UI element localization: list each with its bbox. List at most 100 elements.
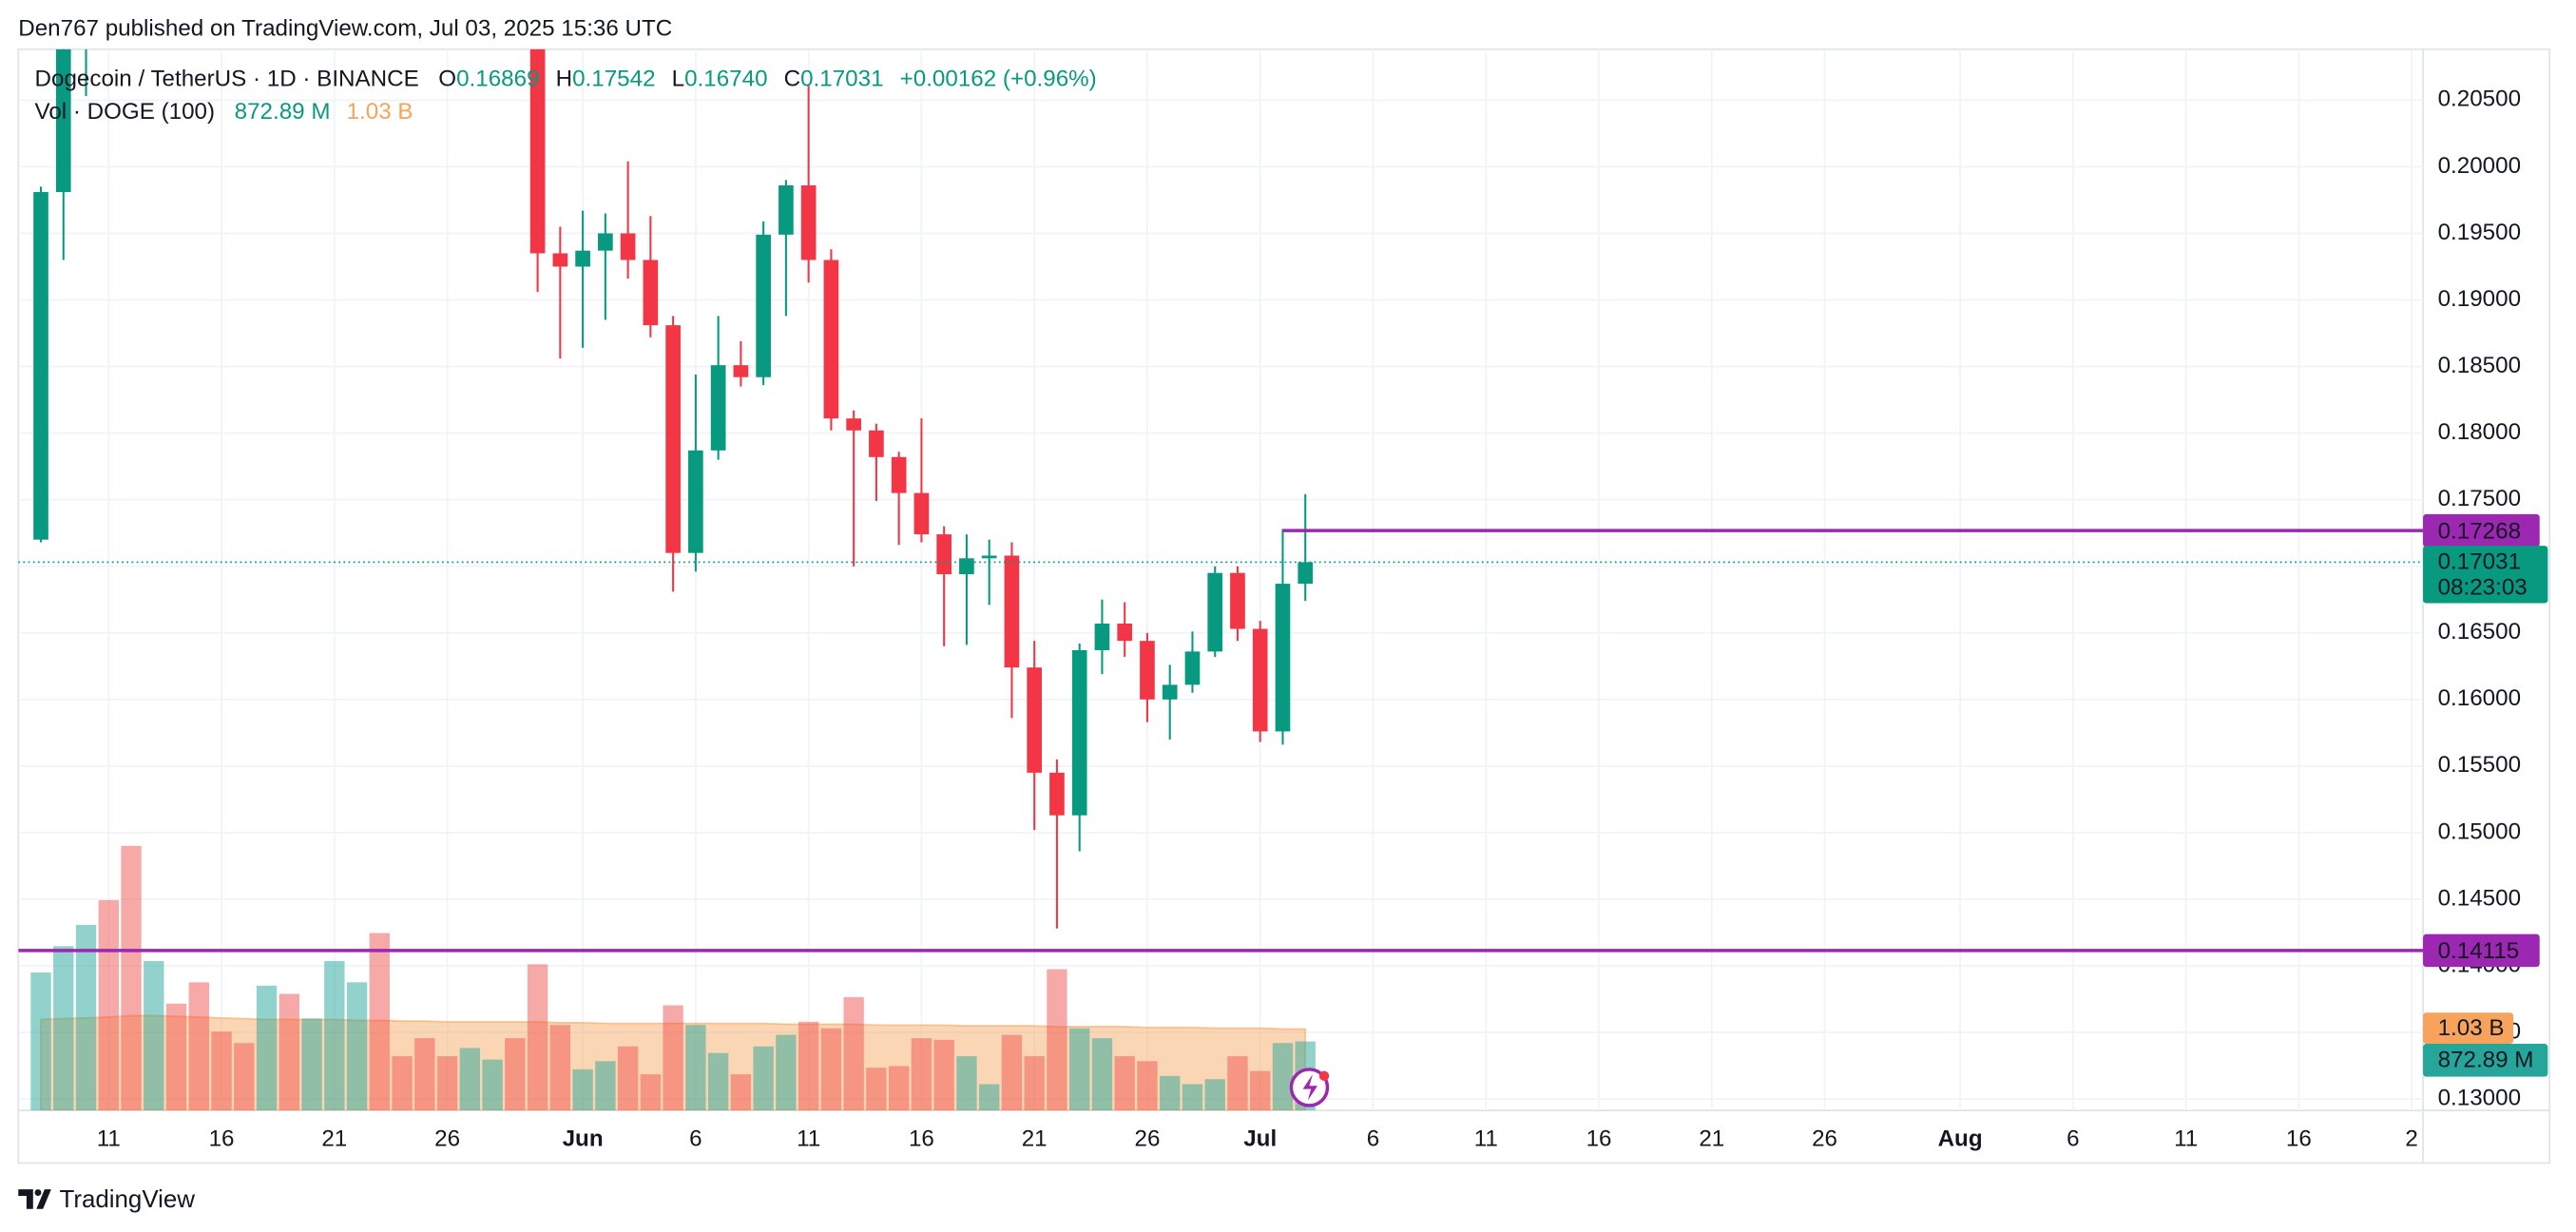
candle-body — [575, 250, 590, 267]
x-tick-label: 16 — [909, 1126, 934, 1152]
y-tick-label: 0.20000 — [2438, 153, 2521, 179]
candle-body — [869, 430, 884, 457]
candle-body — [1117, 623, 1133, 642]
volume-bar — [30, 972, 51, 1111]
volume-bar — [234, 1043, 255, 1111]
x-tick-label: 21 — [1022, 1126, 1048, 1152]
x-tick-label: 2 — [2405, 1126, 2417, 1152]
y-tick-label: 0.14500 — [2438, 885, 2521, 911]
legend-value: 0.17542 — [572, 67, 655, 92]
candle-body — [981, 555, 997, 559]
volume-bar — [1047, 969, 1067, 1111]
volume-bar — [843, 996, 864, 1111]
volume-bar — [956, 1056, 977, 1111]
candle-body — [1094, 623, 1110, 650]
published-note: Den767 published on TradingView.com, Jul… — [18, 15, 672, 41]
volume-bar — [820, 1028, 842, 1111]
candle-body — [936, 534, 952, 575]
price-tag-label: 0.14115 — [2438, 938, 2520, 964]
candle-body — [1071, 649, 1087, 816]
candle-body — [846, 418, 861, 431]
volume-tag-label: 872.89 M — [2438, 1048, 2534, 1073]
candle-body — [779, 185, 794, 235]
candle-body — [959, 558, 974, 575]
x-tick-label: 16 — [1586, 1126, 1612, 1152]
volume-bar — [663, 1005, 683, 1111]
countdown-label: 08:23:03 — [2438, 574, 2528, 600]
x-tick-label: 16 — [2286, 1126, 2312, 1152]
volume-bar — [911, 1038, 932, 1111]
volume-bar — [53, 946, 74, 1111]
volume-bar — [978, 1084, 1000, 1111]
volume-bar — [414, 1038, 435, 1111]
legend-line: Dogecoin / TetherUS · 1D · BINANCE O 0.16… — [35, 67, 1097, 92]
candle-body — [55, 48, 71, 193]
volume-bar — [1137, 1061, 1158, 1111]
candle-body — [643, 260, 659, 326]
price-tag — [2423, 934, 2540, 968]
candle-body — [891, 456, 907, 493]
volume-bar — [459, 1048, 481, 1111]
volume-bar — [572, 1068, 593, 1111]
volume-bar — [730, 1074, 752, 1111]
volume-bar — [640, 1074, 662, 1111]
volume-bar — [144, 960, 164, 1111]
volume-bar — [888, 1066, 910, 1111]
x-tick-label: 11 — [797, 1126, 820, 1152]
x-tick-label: Jun — [563, 1126, 604, 1152]
volume-bar — [279, 993, 299, 1111]
chart-frame — [17, 48, 2550, 1165]
candle-body — [756, 234, 771, 377]
x-tick-label: 11 — [2174, 1126, 2198, 1152]
volume-bar — [776, 1034, 797, 1111]
replay-icon[interactable] — [1289, 1068, 1330, 1107]
x-tick-label: 21 — [1699, 1126, 1724, 1152]
x-tick-label: Aug — [1938, 1126, 1983, 1152]
volume-pane — [30, 845, 1316, 1111]
volume-bar — [369, 933, 391, 1111]
volume-bar — [1069, 1028, 1090, 1111]
volume-bar — [1091, 1038, 1113, 1111]
y-tick-label: 0.16000 — [2438, 685, 2521, 711]
volume-bar — [165, 1003, 187, 1111]
volume-bar — [1227, 1056, 1248, 1111]
volume-bar — [324, 960, 345, 1111]
legend-key: H — [556, 67, 572, 92]
legend-key: L — [672, 67, 684, 92]
volume-bar — [346, 982, 368, 1111]
volume-legend: Vol · DOGE (100) 872.89 M 1.03 B — [35, 100, 413, 125]
volume-bar — [256, 985, 278, 1111]
volume-bar — [1024, 1056, 1045, 1111]
volume-bar — [595, 1061, 616, 1111]
candle-body — [552, 253, 568, 267]
x-tick-label: 26 — [1134, 1126, 1160, 1152]
y-tick-label: 0.13000 — [2438, 1085, 2521, 1110]
volume-value: 872.89 M — [235, 100, 331, 125]
legend-key: O — [438, 67, 456, 92]
candle-body — [1275, 584, 1291, 732]
candle-body — [665, 325, 681, 553]
volume-bar — [188, 982, 209, 1111]
candle-body — [1184, 651, 1201, 685]
y-tick-label: 0.20500 — [2438, 87, 2521, 112]
candle-body — [598, 233, 613, 251]
legend-value: 0.16740 — [684, 67, 767, 92]
volume-ma-tag-label: 1.03 B — [2438, 1015, 2505, 1041]
candle-body — [800, 185, 817, 260]
volume-bar — [707, 1052, 729, 1111]
volume-bar — [392, 1056, 413, 1111]
candle-body — [733, 365, 749, 377]
volume-bar — [1182, 1084, 1203, 1111]
price-tag — [2423, 513, 2540, 548]
price-tag — [2423, 546, 2548, 604]
volume-bar — [1204, 1079, 1225, 1111]
y-tick-label: 0.15000 — [2438, 818, 2521, 844]
x-tick-label: 26 — [434, 1126, 460, 1152]
symbol-title: Dogecoin / TetherUS · 1D · BINANCE — [35, 67, 419, 92]
volume-bar — [75, 924, 97, 1111]
volume-bar — [549, 1025, 571, 1111]
y-tick-label: 0.18000 — [2438, 419, 2521, 445]
volume-bar — [436, 1056, 458, 1111]
candle-body — [1140, 641, 1155, 700]
volume-bar — [121, 845, 142, 1111]
